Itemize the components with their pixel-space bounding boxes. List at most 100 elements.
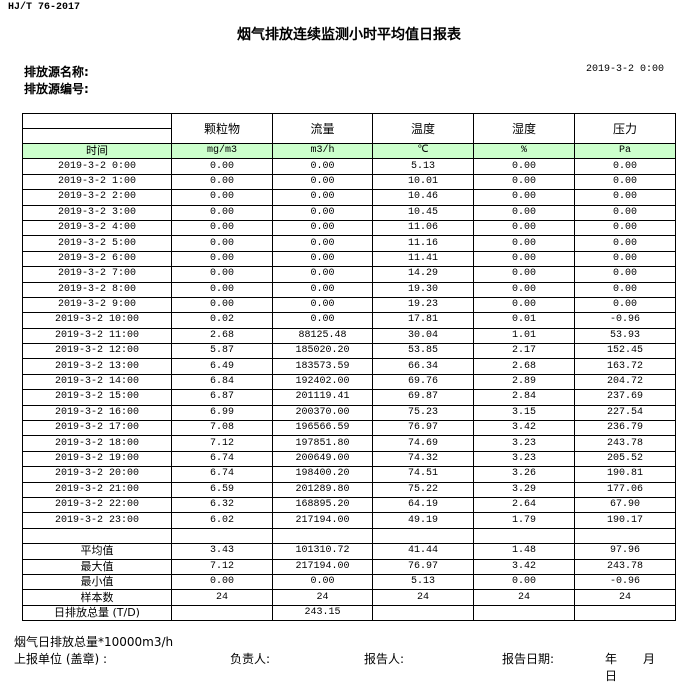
value-cell: 185020.20 xyxy=(272,343,373,360)
value-cell: 30.04 xyxy=(372,327,474,345)
value-cell: 0.00 xyxy=(574,266,676,283)
value-cell: 205.52 xyxy=(574,450,676,468)
value-cell: 11.16 xyxy=(372,235,474,252)
value-cell: 7.08 xyxy=(171,420,273,437)
value-cell: 74.51 xyxy=(372,466,474,483)
table-row: 2019-3-2 10:00 0.02 0.00 17.81 0.01 -0.96 xyxy=(22,312,676,329)
value-cell: 237.69 xyxy=(574,389,676,406)
table-row: 2019-3-2 17:00 7.08 196566.59 76.97 3.42 236.… xyxy=(22,420,676,437)
value-cell: 1.01 xyxy=(473,327,575,345)
value-cell: 67.90 xyxy=(574,496,676,514)
value-cell: 3.23 xyxy=(473,450,575,468)
value-cell: 0.00 xyxy=(473,296,575,314)
value-cell: 0.00 xyxy=(272,281,373,298)
value-cell: 163.72 xyxy=(574,358,676,375)
row-label-cell: 2019-3-2 10:00 xyxy=(22,312,172,329)
value-cell: 11.41 xyxy=(372,250,474,268)
value-cell: 6.32 xyxy=(171,496,273,514)
summary-row: 最大值 7.12 217194.00 76.97 3.42 243.78 xyxy=(22,558,676,575)
value-cell: 201119.41 xyxy=(272,389,373,406)
value-cell: 0.00 xyxy=(574,281,676,298)
row-label-cell: 2019-3-2 19:00 xyxy=(22,450,172,468)
value-cell: 10.46 xyxy=(372,189,474,206)
value-cell: 10.01 xyxy=(372,173,474,191)
day-label: 日 xyxy=(605,669,618,683)
value-cell: 76.97 xyxy=(372,420,474,437)
value-cell: 49.19 xyxy=(372,512,474,529)
value-cell: 76.97 xyxy=(372,558,474,575)
value-cell: 227.54 xyxy=(574,404,676,422)
value-cell: 88125.48 xyxy=(272,327,373,345)
value-cell: 74.69 xyxy=(372,435,474,452)
value-cell: 0.00 xyxy=(473,235,575,252)
row-label-cell: 2019-3-2 0:00 xyxy=(22,158,172,175)
value-cell: 1.79 xyxy=(473,512,575,529)
value-cell: 217194.00 xyxy=(272,512,373,529)
value-cell: 11.06 xyxy=(372,219,474,237)
value-cell xyxy=(171,527,273,545)
value-cell: 10.45 xyxy=(372,204,474,221)
value-cell: 0.00 xyxy=(574,296,676,314)
value-cell: 75.22 xyxy=(372,481,474,498)
table-row: 2019-3-2 18:00 7.12 197851.80 74.69 3.23 243.… xyxy=(22,435,676,452)
value-cell: -0.96 xyxy=(574,573,676,591)
value-cell: 6.84 xyxy=(171,373,273,391)
row-label-cell: 2019-3-2 14:00 xyxy=(22,373,172,391)
value-cell: 0.00 xyxy=(272,219,373,237)
table-row: 2019-3-2 21:00 6.59 201289.80 75.22 3.29 177.… xyxy=(22,481,676,498)
table-row: 2019-3-2 0:00 0.00 0.00 5.13 0.00 0.00 xyxy=(22,158,676,175)
value-cell: 3.26 xyxy=(473,466,575,483)
row-label-cell xyxy=(22,527,172,545)
value-cell: 24 xyxy=(272,589,373,606)
table-row: 2019-3-2 22:00 6.32 168895.20 64.19 2.64 67.9… xyxy=(22,496,676,514)
value-cell: 0.01 xyxy=(473,312,575,329)
value-cell: 183573.59 xyxy=(272,358,373,375)
value-cell: 0.00 xyxy=(473,173,575,191)
value-cell: 0.00 xyxy=(272,189,373,206)
value-cell: 24 xyxy=(574,589,676,606)
table-row: 2019-3-2 4:00 0.00 0.00 11.06 0.00 0.00 xyxy=(22,219,676,237)
value-cell: 0.00 xyxy=(473,219,575,237)
value-cell: 0.00 xyxy=(574,158,676,175)
table-row: 2019-3-2 8:00 0.00 0.00 19.30 0.00 0.00 xyxy=(22,281,676,298)
value-cell: 5.87 xyxy=(171,343,273,360)
value-cell: 0.00 xyxy=(574,189,676,206)
value-cell: 192402.00 xyxy=(272,373,373,391)
value-cell: 2.17 xyxy=(473,343,575,360)
row-label-cell: 2019-3-2 1:00 xyxy=(22,173,172,191)
value-cell: 2.84 xyxy=(473,389,575,406)
value-cell: 0.00 xyxy=(574,250,676,268)
value-cell: 0.00 xyxy=(473,189,575,206)
value-cell: 3.42 xyxy=(473,558,575,575)
row-label-cell: 2019-3-2 7:00 xyxy=(22,266,172,283)
value-cell: 101310.72 xyxy=(272,543,373,560)
row-label-cell: 平均值 xyxy=(22,543,172,560)
value-cell: 204.72 xyxy=(574,373,676,391)
value-cell: 197851.80 xyxy=(272,435,373,452)
table-row: 2019-3-2 6:00 0.00 0.00 11.41 0.00 0.00 xyxy=(22,250,676,268)
value-cell: 0.00 xyxy=(473,281,575,298)
value-cell: 69.87 xyxy=(372,389,474,406)
value-cell: 53.93 xyxy=(574,327,676,345)
row-label-cell: 2019-3-2 16:00 xyxy=(22,404,172,422)
value-cell: 168895.20 xyxy=(272,496,373,514)
value-cell: 2.64 xyxy=(473,496,575,514)
value-cell: 66.34 xyxy=(372,358,474,375)
page-title: 烟气排放连续监测小时平均值日报表 xyxy=(237,27,461,43)
summary-row: 平均值 3.43 101310.72 41.44 1.48 97.96 xyxy=(22,543,676,560)
reporting-unit-label: 上报单位 (盖章) : xyxy=(14,652,108,666)
column-header: 流量 xyxy=(272,113,373,144)
value-cell xyxy=(473,604,575,622)
value-cell: 201289.80 xyxy=(272,481,373,498)
value-cell: 190.81 xyxy=(574,466,676,483)
table-row: 2019-3-2 16:00 6.99 200370.00 75.23 3.15 227.… xyxy=(22,404,676,422)
month-label: 月 xyxy=(643,652,656,666)
row-label-cell: 最大值 xyxy=(22,558,172,575)
table-row: 2019-3-2 11:00 2.68 88125.48 30.04 1.01 53.93 xyxy=(22,327,676,345)
source-name-label: 排放源名称: xyxy=(24,65,89,79)
report-datetime: 2019-3-2 0:00 xyxy=(585,64,664,75)
value-cell xyxy=(574,527,676,545)
value-cell: 24 xyxy=(473,589,575,606)
value-cell: 6.59 xyxy=(171,481,273,498)
value-cell: 0.00 xyxy=(272,173,373,191)
